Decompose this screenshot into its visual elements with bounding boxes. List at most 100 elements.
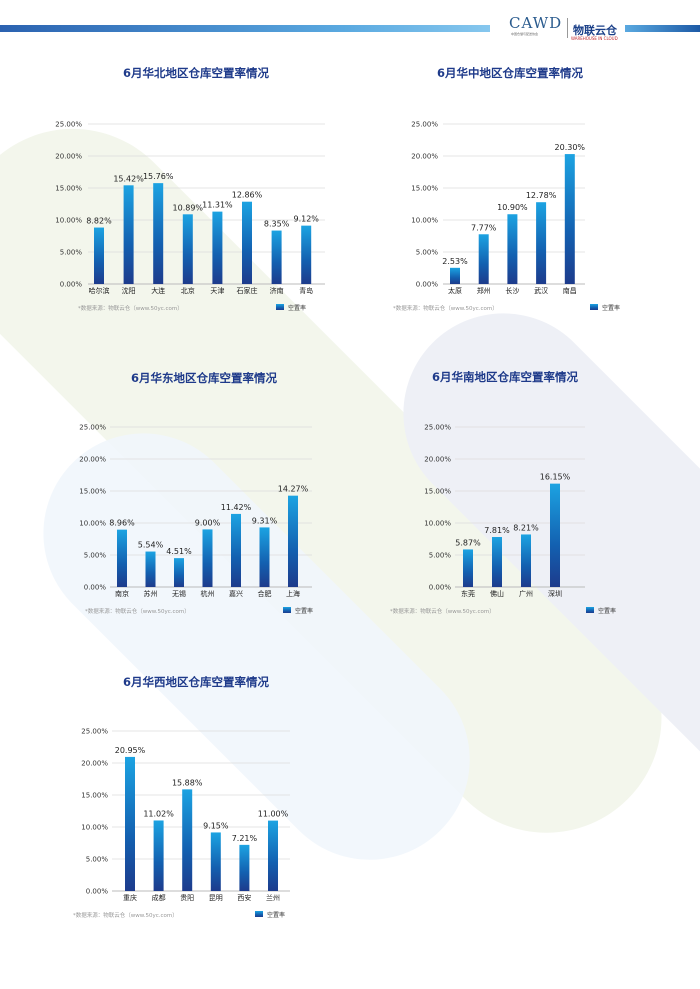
chart-title: 6月华东地区仓库空置率情况	[131, 371, 278, 385]
x-tick-label: 广州	[519, 589, 533, 598]
y-tick-label: 20.00%	[55, 153, 82, 161]
data-label: 15.42%	[113, 174, 144, 183]
bg-blue-band	[43, 433, 470, 860]
x-tick-label: 西安	[237, 893, 251, 902]
x-tick-label: 哈尔滨	[89, 286, 110, 295]
y-tick-label: 5.00%	[86, 856, 109, 864]
legend-swatch	[590, 304, 598, 310]
y-tick-label: 25.00%	[81, 728, 108, 736]
bar	[153, 183, 164, 284]
y-tick-label: 15.00%	[411, 185, 438, 193]
data-label: 8.35%	[264, 220, 290, 229]
x-tick-label: 青岛	[299, 286, 313, 295]
bar	[536, 202, 547, 284]
data-label: 12.86%	[232, 191, 263, 200]
chart-title: 6月华西地区仓库空置率情况	[123, 675, 270, 689]
data-label: 20.95%	[115, 746, 146, 755]
y-tick-label: 25.00%	[55, 121, 82, 129]
data-label: 15.76%	[143, 172, 174, 181]
data-label: 2.53%	[442, 257, 468, 266]
data-label: 11.00%	[258, 810, 289, 819]
data-label: 9.15%	[203, 821, 229, 830]
bar	[182, 789, 193, 891]
data-label: 4.51%	[166, 547, 192, 556]
bg-gray-band	[403, 313, 700, 797]
source-note: *数据来源：物联云仓（www.50yc.com）	[390, 607, 495, 615]
header-bar-left	[0, 25, 490, 32]
data-label: 8.96%	[109, 519, 135, 528]
data-label: 12.78%	[526, 191, 557, 200]
brand-english: WAREHOUSE IN CLOUD	[571, 36, 618, 41]
bar	[271, 230, 282, 284]
y-tick-label: 10.00%	[411, 217, 438, 225]
x-tick-label: 苏州	[144, 589, 158, 598]
bar	[301, 225, 312, 284]
y-tick-label: 25.00%	[411, 121, 438, 129]
data-label: 9.31%	[252, 516, 278, 525]
data-label: 7.21%	[232, 834, 258, 843]
x-tick-label: 深圳	[548, 589, 562, 598]
header-bar-right	[625, 25, 700, 32]
bg-green-band	[0, 128, 662, 833]
bar	[145, 551, 156, 587]
y-tick-label: 0.00%	[86, 888, 109, 896]
data-label: 11.31%	[202, 201, 233, 210]
source-note: *数据来源：物联云仓（www.50yc.com）	[78, 304, 183, 312]
y-tick-label: 15.00%	[81, 792, 108, 800]
x-tick-label: 贵阳	[180, 893, 194, 902]
y-tick-label: 20.00%	[79, 456, 106, 464]
bar	[174, 558, 184, 587]
data-label: 9.00%	[195, 518, 221, 527]
y-tick-label: 5.00%	[429, 552, 452, 560]
x-tick-label: 南京	[115, 589, 129, 598]
bar	[564, 154, 575, 284]
logo: CAWD 中国仓储与配送协会 物联云仓 WAREHOUSE IN CLOUD	[505, 12, 623, 42]
x-tick-label: 杭州	[201, 589, 215, 598]
bar	[259, 527, 270, 587]
data-label: 11.02%	[143, 809, 174, 818]
y-tick-label: 10.00%	[81, 824, 108, 832]
x-tick-label: 昆明	[209, 894, 223, 902]
data-label: 9.12%	[293, 215, 319, 224]
y-tick-label: 5.00%	[60, 249, 83, 257]
y-tick-label: 15.00%	[424, 488, 451, 496]
chart-title: 6月华北地区仓库空置率情况	[123, 66, 270, 80]
y-tick-label: 0.00%	[84, 584, 107, 592]
data-label: 11.42%	[221, 503, 252, 512]
chart-2: 6月华中地区仓库空置率情况 0.00% 5.00% 10.00% 15.00% 20.00…	[393, 66, 620, 312]
x-tick-label: 东莞	[461, 589, 475, 598]
chart-3: 6月华东地区仓库空置率情况 0.00% 5.00% 10.00% 15.00% 20.00…	[79, 371, 313, 615]
brand-name: 物联云仓	[573, 24, 617, 37]
logo-cawd: CAWD	[509, 14, 563, 32]
x-tick-label: 沈阳	[122, 286, 136, 295]
x-tick-label: 佛山	[490, 589, 504, 598]
bar	[521, 534, 531, 587]
bar	[507, 214, 518, 284]
y-tick-label: 10.00%	[424, 520, 451, 528]
bar	[242, 201, 252, 284]
bar	[478, 234, 489, 284]
source-note: *数据来源：物联云仓（www.50yc.com）	[73, 911, 178, 919]
data-label: 10.89%	[173, 203, 204, 212]
y-tick-label: 0.00%	[416, 281, 439, 289]
x-tick-label: 武汉	[534, 286, 548, 295]
legend-label: 空置率	[295, 607, 313, 615]
y-tick-label: 0.00%	[60, 281, 83, 289]
x-tick-label: 嘉兴	[229, 589, 243, 598]
x-tick-label: 无锡	[172, 589, 186, 598]
bar	[94, 227, 104, 284]
y-tick-label: 10.00%	[55, 217, 82, 225]
y-tick-label: 5.00%	[84, 552, 107, 560]
bar	[212, 211, 223, 284]
y-tick-label: 10.00%	[79, 520, 106, 528]
logo-divider	[567, 18, 568, 38]
source-note: *数据来源：物联云仓（www.50yc.com）	[85, 607, 190, 615]
legend-label: 空置率	[267, 911, 285, 919]
bar	[550, 483, 560, 587]
data-label: 5.54%	[138, 541, 164, 550]
x-tick-label: 郑州	[477, 287, 491, 295]
y-tick-label: 25.00%	[424, 424, 451, 432]
data-label: 8.82%	[86, 217, 112, 226]
bar	[239, 844, 250, 891]
y-tick-label: 15.00%	[79, 488, 106, 496]
